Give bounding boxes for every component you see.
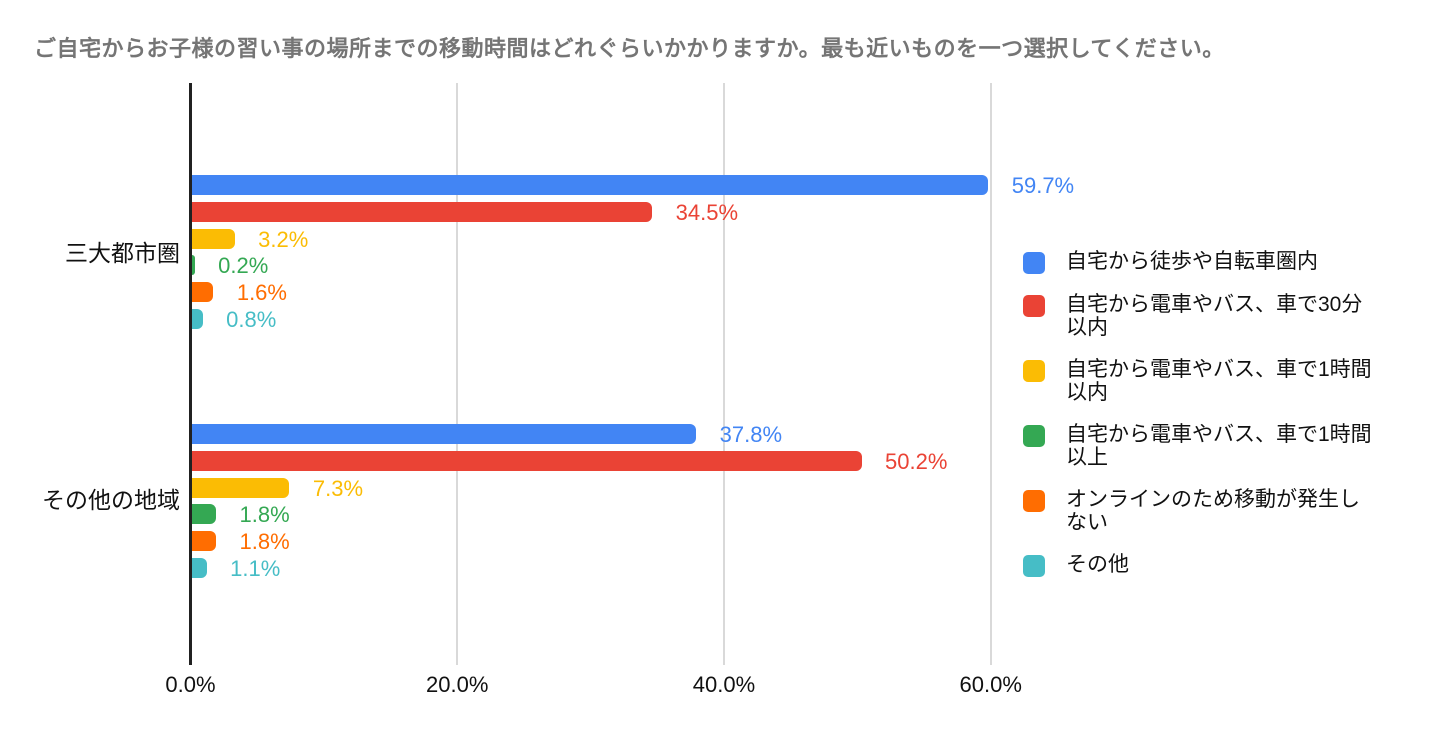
legend-item-0: 自宅から徒歩や自転車圏内 (1023, 250, 1379, 274)
bar-value-label: 0.8% (226, 307, 277, 332)
x-tick-label: 0.0% (165, 672, 216, 697)
bar-value-label: 1.8% (239, 529, 290, 555)
bar-value-label: 50.2% (885, 448, 948, 474)
x-tick-label: 60.0% (959, 672, 1022, 697)
bar-1-4 (192, 531, 216, 552)
legend-label: 自宅から徒歩や自転車圏内 (1066, 250, 1318, 273)
bar-1-1 (192, 450, 862, 471)
legend-item-2: 自宅から電車やバス、車で1時間以内 (1023, 358, 1379, 404)
legend-label: オンラインのため移動が発生しない (1066, 488, 1360, 534)
bar-value-label: 7.3% (312, 475, 364, 501)
bar-value-label: 1.6% (236, 280, 287, 306)
category-label-metro: 三大都市圏 (65, 240, 180, 266)
legend-label: 自宅から電車やバス、車で1時間以内 (1066, 358, 1372, 404)
legend-item-4: オンラインのため移動が発生しない (1023, 488, 1379, 534)
bar-1-2 (192, 477, 290, 498)
bar-1-0 (192, 424, 697, 444)
legend-label: 自宅から電車やバス、車で1時間以上 (1066, 423, 1372, 469)
legend: 自宅から徒歩や自転車圏内自宅から電車やバス、車で30分以内 自宅から電車やバス、車… (1023, 250, 1379, 577)
legend-swatch-icon (1023, 490, 1045, 512)
bar-value-label: 37.8% (719, 422, 783, 447)
bar-value-label: 0.2% (218, 253, 269, 279)
bar-value-label: 1.1% (230, 556, 281, 581)
gridline-20.0% (456, 83, 459, 665)
legend-swatch-icon (1023, 555, 1045, 577)
bar-value-label: 1.8% (239, 502, 290, 528)
legend-label: その他 (1066, 553, 1129, 576)
legend-swatch-icon (1023, 425, 1045, 447)
legend-swatch-icon (1023, 252, 1045, 274)
legend-label: 自宅から電車やバス、車で30分以内 (1066, 293, 1363, 339)
bar-0-2 (192, 228, 235, 249)
gridline-40.0% (723, 83, 725, 665)
bar-0-4 (192, 282, 214, 303)
category-label-other: その他の地域 (42, 487, 180, 513)
bar-1-3 (192, 504, 216, 525)
legend-item-5: その他 (1023, 553, 1379, 577)
x-tick-label: 20.0% (426, 672, 489, 697)
legend-item-3: 自宅から電車やバス、車で1時間以上 (1023, 423, 1379, 469)
legend-swatch-icon (1023, 295, 1045, 317)
bar-0-0 (192, 175, 989, 195)
bar-0-1 (192, 201, 653, 222)
x-tick-label: 40.0% (692, 672, 756, 697)
gridline-60.0% (989, 83, 992, 665)
bar-0-5 (192, 309, 203, 329)
chart-title: ご自宅からお子様の習い事の場所までの移動時間はどれぐらいかかりますか。最も近いも… (34, 36, 1225, 61)
bar-0-3 (192, 255, 195, 276)
legend-swatch-icon (1023, 360, 1045, 382)
bar-1-5 (192, 558, 207, 578)
bar-value-label: 34.5% (675, 199, 739, 225)
y-axis-line (189, 83, 192, 665)
bar-value-label: 59.7% (1011, 173, 1075, 198)
bar-value-label: 3.2% (258, 226, 309, 252)
legend-item-1: 自宅から電車やバス、車で30分以内 (1023, 293, 1379, 339)
